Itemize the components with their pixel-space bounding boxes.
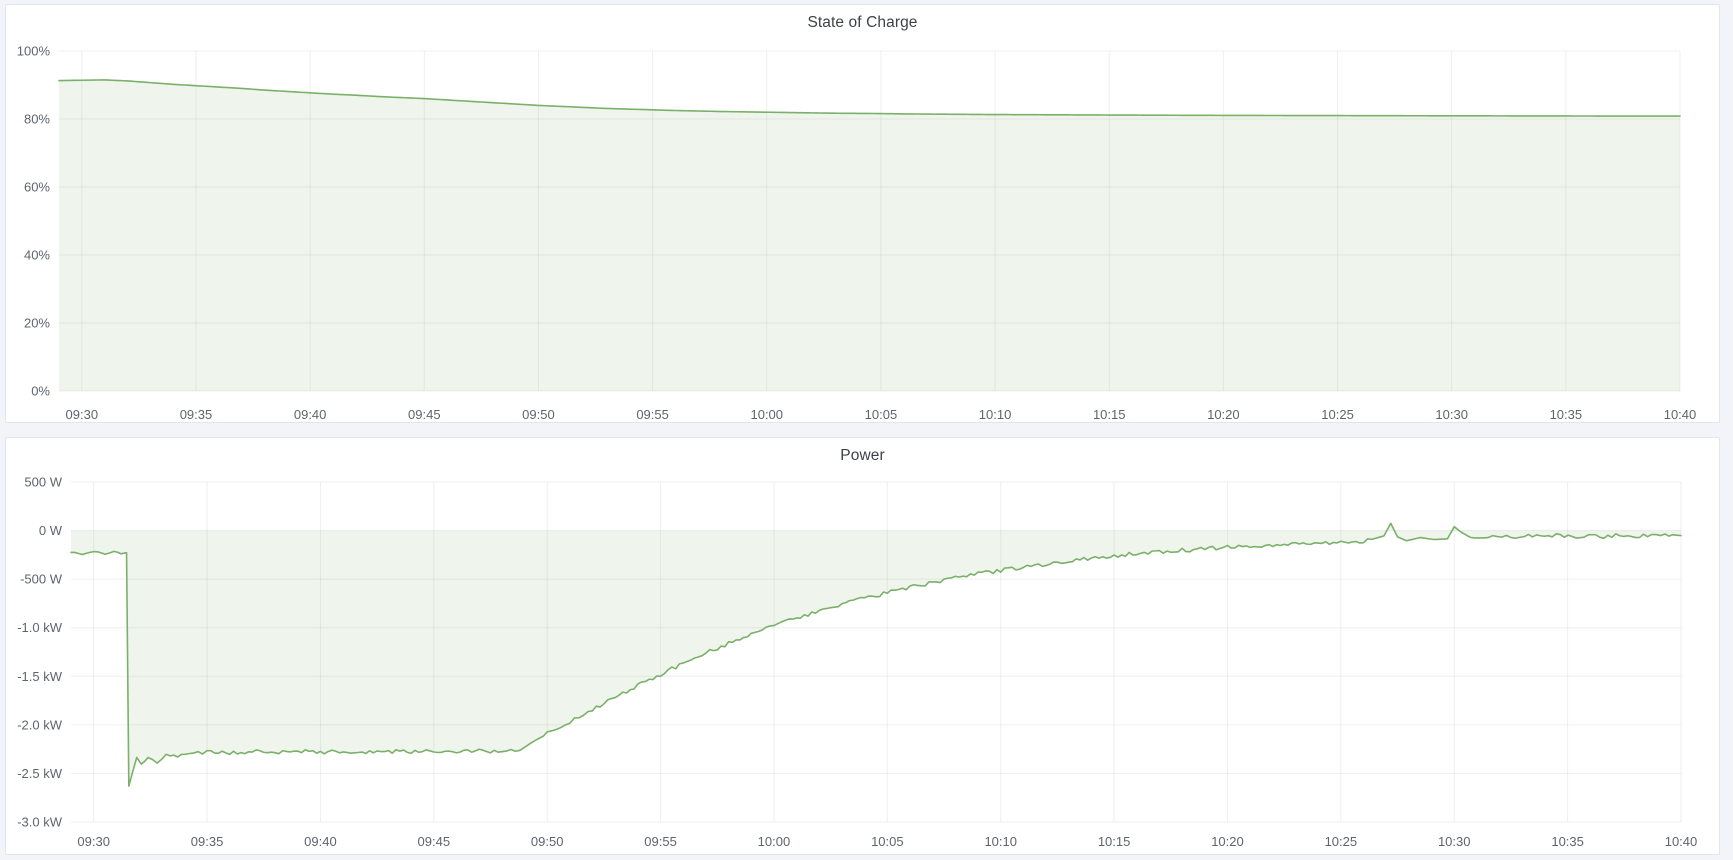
x-tick-label: 10:00 <box>750 407 783 422</box>
x-tick-label: 09:40 <box>294 407 327 422</box>
y-tick-label: -2.0 kW <box>17 717 63 732</box>
panel-state-of-charge: State of Charge 0% 20% 40% 60% 80% 100% 09:30 0… <box>5 4 1720 423</box>
x-tick-label: 10:05 <box>865 407 898 422</box>
x-tick-label: 10:20 <box>1211 834 1244 849</box>
x-tick-label: 10:30 <box>1435 407 1468 422</box>
series-fill <box>71 523 1681 787</box>
power-chart[interactable]: 500 W 0 W -500 W -1.0 kW -1.5 kW -2.0 kW -2.5 … <box>6 438 1721 854</box>
y-tick-label: 60% <box>24 180 50 195</box>
x-tick-label: 09:55 <box>644 834 677 849</box>
panel-title-power[interactable]: Power <box>840 447 885 464</box>
y-tick-label: -3.0 kW <box>17 815 63 830</box>
x-tick-label: 10:15 <box>1098 834 1131 849</box>
x-tick-label: 10:30 <box>1438 834 1471 849</box>
panel-title-state-of-charge[interactable]: State of Charge <box>807 14 918 31</box>
panel-power: Power 500 W 0 W -500 W -1.0 kW -1.5 kW -2.0 k… <box>5 437 1720 855</box>
x-tick-label: 10:10 <box>984 834 1017 849</box>
y-tick-label: 40% <box>24 248 50 263</box>
x-tick-label: 09:50 <box>531 834 564 849</box>
x-tick-label: 10:15 <box>1093 407 1126 422</box>
x-tick-label: 10:05 <box>871 834 904 849</box>
y-tick-label: -2.5 kW <box>17 766 63 781</box>
x-tick-label: 10:40 <box>1665 834 1698 849</box>
y-tick-label: 100% <box>17 44 51 59</box>
x-tick-label: 09:35 <box>191 834 224 849</box>
x-tick-label: 09:30 <box>77 834 110 849</box>
x-tick-label: 10:00 <box>758 834 791 849</box>
x-tick-label: 10:40 <box>1664 407 1697 422</box>
x-tick-label: 09:50 <box>522 407 555 422</box>
x-tick-label: 10:25 <box>1321 407 1354 422</box>
state-of-charge-chart[interactable]: 0% 20% 40% 60% 80% 100% 09:30 09:35 09:40 09:45 09… <box>6 5 1721 423</box>
y-tick-label: -500 W <box>20 572 63 587</box>
y-tick-label: 500 W <box>24 475 62 490</box>
series-line <box>70 522 1682 787</box>
y-tick-label: -1.0 kW <box>17 620 63 635</box>
x-tick-label: 09:55 <box>636 407 669 422</box>
y-tick-label: -1.5 kW <box>17 669 63 684</box>
y-tick-label: 80% <box>24 112 50 127</box>
y-tick-label: 0% <box>31 384 50 399</box>
x-tick-label: 09:30 <box>66 407 99 422</box>
x-tick-label: 10:35 <box>1551 834 1584 849</box>
series-line <box>58 79 1681 117</box>
x-tick-label: 10:20 <box>1207 407 1240 422</box>
x-tick-label: 10:35 <box>1550 407 1583 422</box>
series-fill <box>59 79 1680 392</box>
x-tick-label: 10:25 <box>1325 834 1358 849</box>
x-tick-label: 10:10 <box>979 407 1012 422</box>
x-tick-label: 09:45 <box>408 407 441 422</box>
y-tick-label: 0 W <box>39 523 63 538</box>
x-tick-label: 09:45 <box>418 834 451 849</box>
x-tick-label: 09:40 <box>304 834 337 849</box>
y-tick-label: 20% <box>24 316 50 331</box>
x-tick-label: 09:35 <box>180 407 213 422</box>
